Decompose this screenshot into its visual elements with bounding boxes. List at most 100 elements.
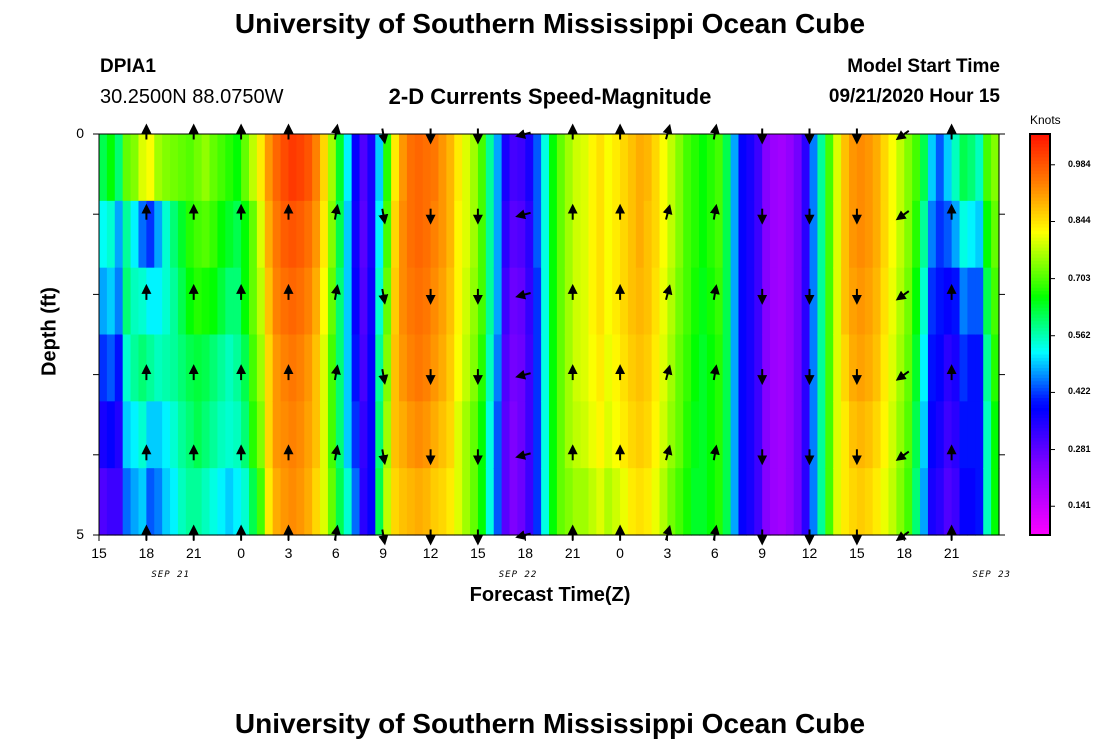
colorbar-segment xyxy=(1030,428,1050,433)
colorbar-segment xyxy=(1030,217,1050,222)
heatmap-cell xyxy=(951,267,961,336)
colorbar-tick-label: 0.984 xyxy=(1068,158,1091,169)
current-arrow xyxy=(895,450,910,461)
heatmap-cell xyxy=(170,200,179,269)
heatmap-cell xyxy=(951,468,961,536)
heatmap-cell xyxy=(809,200,819,269)
heatmap-cell xyxy=(477,200,487,269)
heatmap-cell xyxy=(264,200,274,269)
heatmap-cell xyxy=(935,334,945,402)
heatmap-cell xyxy=(185,468,195,536)
heatmap-cell xyxy=(177,334,187,402)
heatmap-cell xyxy=(659,200,669,269)
colorbar-segment xyxy=(1030,448,1050,453)
current-arrow xyxy=(662,284,673,300)
heatmap-cell xyxy=(580,468,590,536)
heatmap-cell xyxy=(485,200,495,269)
heatmap-cell xyxy=(106,468,116,536)
colorbar-segment xyxy=(1030,508,1050,513)
heatmap-cell xyxy=(391,200,400,269)
heatmap-cell xyxy=(920,334,929,402)
heatmap-cell xyxy=(730,200,740,269)
heatmap-cell xyxy=(643,334,653,402)
heatmap-cell xyxy=(935,267,945,336)
colorbar-segment xyxy=(1030,337,1050,342)
heatmap-cell xyxy=(627,468,637,536)
heatmap-cell xyxy=(896,134,905,202)
heatmap-cell xyxy=(817,267,826,336)
heatmap-cell xyxy=(691,401,700,469)
heatmap-cell xyxy=(130,401,140,469)
heatmap-cell xyxy=(849,401,858,469)
x-tick-label: 18 xyxy=(517,545,534,561)
heatmap-cell xyxy=(170,401,179,469)
colorbar-segment xyxy=(1030,301,1050,306)
heatmap-cell xyxy=(517,134,526,202)
heatmap-cell xyxy=(446,134,455,202)
heatmap-cell xyxy=(746,334,755,402)
colorbar-segment xyxy=(1030,474,1050,479)
page-title: University of Southern Mississippi Ocean… xyxy=(234,8,866,39)
heatmap-cell xyxy=(367,134,376,202)
heatmap-cell xyxy=(785,468,795,536)
heatmap-cell xyxy=(675,200,684,269)
colorbar-segment xyxy=(1030,488,1050,493)
heatmap-cell xyxy=(872,468,882,536)
heatmap-cell xyxy=(209,134,219,202)
heatmap-cell xyxy=(927,200,937,269)
heatmap-cell xyxy=(296,468,305,536)
heatmap-cell xyxy=(256,334,266,402)
heatmap-cell xyxy=(296,200,305,269)
heatmap-cell xyxy=(201,200,211,269)
colorbar-segment xyxy=(1030,164,1050,169)
heatmap-cell xyxy=(967,401,976,469)
colorbar-segment xyxy=(1030,194,1050,199)
heatmap-cell xyxy=(651,267,661,336)
heatmap-cell xyxy=(114,267,124,336)
heatmap-cell xyxy=(422,267,432,336)
heatmap-cell xyxy=(935,134,945,202)
heatmap-cell xyxy=(872,200,882,269)
colorbar-segment xyxy=(1030,197,1050,202)
heatmap-cell xyxy=(193,134,203,202)
heatmap-cell xyxy=(241,334,250,402)
x-tick-label: 15 xyxy=(470,545,486,561)
heatmap-cell xyxy=(470,267,479,336)
heatmap-cell xyxy=(785,267,795,336)
heatmap-cell xyxy=(256,401,266,469)
heatmap-cell xyxy=(549,468,558,536)
heatmap-cell xyxy=(106,267,116,336)
heatmap-cell xyxy=(193,267,203,336)
current-arrow xyxy=(378,449,389,466)
heatmap-cell xyxy=(375,401,384,469)
colorbar-segment xyxy=(1030,314,1050,319)
heatmap-cell xyxy=(856,334,866,402)
heatmap-cell xyxy=(312,334,321,402)
heatmap-cell xyxy=(833,267,842,336)
heatmap-cell xyxy=(99,468,108,536)
heatmap-cell xyxy=(722,267,732,336)
heatmap-cell xyxy=(233,334,242,402)
heatmap-cell xyxy=(754,267,763,336)
x-tick-label: 18 xyxy=(896,545,913,561)
heatmap-cell xyxy=(549,267,558,336)
heatmap-cell xyxy=(801,134,811,202)
heatmap-cell xyxy=(225,334,234,402)
heatmap-cell xyxy=(714,468,724,536)
heatmap-cell xyxy=(730,134,740,202)
colorbar-segment xyxy=(1030,317,1050,322)
colorbar-segment xyxy=(1030,414,1050,419)
colorbar-segment xyxy=(1030,237,1050,242)
heatmap-cell xyxy=(675,134,684,202)
heatmap-cell xyxy=(880,468,890,536)
x-tick-label: 21 xyxy=(943,545,960,561)
current-arrow xyxy=(662,364,673,381)
heatmap-cell xyxy=(777,401,787,469)
heatmap-cell xyxy=(770,334,779,402)
x-tick-label: 15 xyxy=(849,545,865,561)
colorbar-segment xyxy=(1030,210,1050,215)
heatmap-cell xyxy=(825,468,834,536)
heatmap-cell xyxy=(264,134,274,202)
colorbar-segment xyxy=(1030,458,1050,463)
heatmap-cell xyxy=(509,200,519,269)
